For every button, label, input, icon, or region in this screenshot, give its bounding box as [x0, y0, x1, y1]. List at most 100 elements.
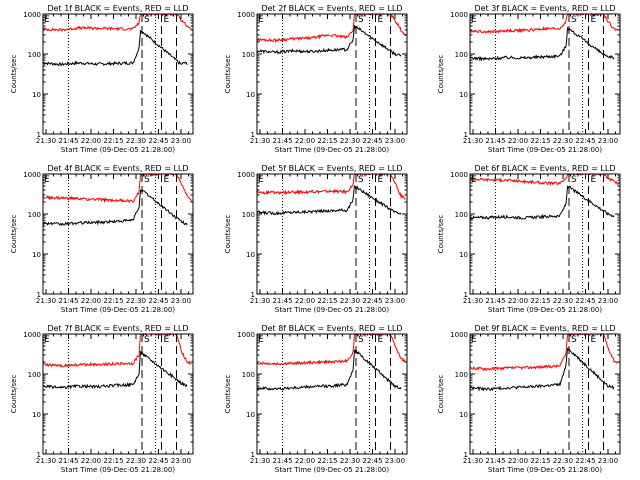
panel-title: Det 6f BLACK = Events, RED = LLD — [474, 164, 615, 173]
y-tick-label: 1000 — [450, 171, 468, 179]
y-tick-label: 100 — [455, 211, 468, 219]
x-tick-label: 22:45 — [148, 457, 168, 465]
x-tick-label: 22:30 — [340, 297, 360, 305]
x-tick-label: 22:00 — [81, 297, 101, 305]
x-tick-label: 21:30 — [36, 297, 56, 305]
detector-panel: Det 3f BLACK = Events, RED = LLD S E E 1 10 10… — [437, 4, 621, 154]
events-series-line — [470, 347, 615, 392]
y-tick-label: 10 — [32, 91, 41, 99]
event-marker-label: E — [258, 335, 264, 345]
y-tick-label: 1000 — [237, 331, 255, 339]
x-tick-label: 21:45 — [272, 297, 292, 305]
event-marker-label: S — [358, 15, 364, 25]
x-tick-label: 22:30 — [553, 137, 573, 145]
x-tick-label: 22:30 — [553, 297, 573, 305]
x-tick-label: 22:00 — [508, 457, 528, 465]
y-tick-label: 10 — [459, 411, 468, 419]
x-tick-label: 23:00 — [385, 457, 405, 465]
event-marker-label: S — [144, 335, 150, 345]
event-marker-label: E — [591, 175, 597, 185]
x-tick-label: 23:00 — [598, 457, 618, 465]
x-tick-label: 22:45 — [362, 297, 382, 305]
y-axis-label: Counts/sec — [437, 215, 445, 254]
panel-title: Det 4f BLACK = Events, RED = LLD — [47, 164, 188, 173]
lld-series-line — [257, 14, 406, 44]
y-axis-label: Counts/sec — [10, 55, 18, 94]
y-tick-label: 1 — [37, 451, 41, 459]
y-tick-label: 1 — [37, 291, 41, 299]
x-tick-label: 22:45 — [148, 137, 168, 145]
x-tick-label: 22:15 — [317, 457, 337, 465]
events-series-line — [43, 350, 188, 390]
x-tick-label: 21:45 — [58, 457, 78, 465]
panel-title: Det 7f BLACK = Events, RED = LLD — [47, 324, 188, 333]
y-axis-label: Counts/sec — [224, 55, 232, 94]
detector-panel: Det 6f BLACK = Events, RED = LLD S E E 1 10 10… — [437, 164, 621, 314]
y-tick-label: 10 — [246, 251, 255, 259]
event-marker-label: E — [44, 335, 50, 345]
x-tick-label: 21:45 — [58, 137, 78, 145]
x-tick-label: 21:30 — [250, 457, 270, 465]
x-tick-label: 22:30 — [553, 457, 573, 465]
event-marker-label: S — [571, 335, 577, 345]
y-tick-label: 1000 — [237, 11, 255, 19]
x-tick-label: 22:15 — [103, 297, 123, 305]
x-tick-label: 22:45 — [362, 457, 382, 465]
y-tick-label: 1 — [251, 291, 255, 299]
x-tick-label: 21:45 — [272, 457, 292, 465]
x-axis-label: Start Time (09-Dec-05 21:28:00) — [488, 146, 602, 154]
x-tick-label: 22:30 — [340, 457, 360, 465]
x-axis-label: Start Time (09-Dec-05 21:28:00) — [61, 306, 175, 314]
event-marker-label: E — [164, 175, 170, 185]
x-tick-label: 23:00 — [385, 297, 405, 305]
y-tick-label: 1000 — [23, 11, 41, 19]
detector-panel: Det 4f BLACK = Events, RED = LLD S E E 1 10 10… — [10, 164, 194, 314]
x-axis-label: Start Time (09-Dec-05 21:28:00) — [61, 466, 175, 474]
plot-frame — [42, 333, 194, 455]
events-series-line — [257, 185, 402, 216]
x-tick-label: 22:30 — [340, 137, 360, 145]
y-tick-label: 1 — [464, 291, 468, 299]
x-tick-label: 23:00 — [171, 137, 191, 145]
x-tick-label: 22:00 — [81, 457, 101, 465]
detector-panel: Det 2f BLACK = Events, RED = LLD S E E 1 10 10… — [224, 4, 408, 154]
event-marker-label: E — [378, 335, 384, 345]
events-series-line — [257, 348, 402, 392]
y-tick-label: 1 — [251, 451, 255, 459]
panel-title: Det 8f BLACK = Events, RED = LLD — [261, 324, 402, 333]
y-tick-label: 100 — [28, 51, 41, 59]
y-tick-label: 1 — [464, 451, 468, 459]
y-tick-label: 1000 — [23, 171, 41, 179]
plot-frame — [469, 173, 621, 295]
y-tick-label: 10 — [246, 91, 255, 99]
event-marker-label: E — [164, 335, 170, 345]
lld-series-line — [470, 14, 619, 35]
x-tick-label: 22:15 — [530, 457, 550, 465]
y-tick-label: 100 — [455, 51, 468, 59]
x-tick-label: 21:30 — [463, 137, 483, 145]
event-marker-label: S — [571, 15, 577, 25]
x-tick-label: 22:45 — [362, 137, 382, 145]
lld-series-line — [470, 334, 619, 372]
y-tick-label: 1000 — [237, 171, 255, 179]
x-tick-label: 23:00 — [598, 297, 618, 305]
x-tick-label: 21:45 — [485, 297, 505, 305]
y-tick-label: 10 — [459, 91, 468, 99]
event-marker-label: E — [591, 335, 597, 345]
x-tick-label: 22:15 — [317, 297, 337, 305]
x-tick-label: 22:30 — [126, 457, 146, 465]
y-tick-label: 1000 — [450, 331, 468, 339]
x-tick-label: 21:30 — [250, 297, 270, 305]
x-tick-label: 22:45 — [575, 137, 595, 145]
panel-title: Det 5f BLACK = Events, RED = LLD — [261, 164, 402, 173]
x-tick-label: 22:45 — [575, 457, 595, 465]
events-series-line — [43, 29, 188, 67]
event-marker-label: S — [144, 15, 150, 25]
y-tick-label: 100 — [28, 371, 41, 379]
event-marker-label: S — [571, 175, 577, 185]
plot-frame — [469, 13, 621, 135]
event-marker-label: E — [164, 15, 170, 25]
plot-frame — [469, 333, 621, 455]
plot-frame — [42, 13, 194, 135]
